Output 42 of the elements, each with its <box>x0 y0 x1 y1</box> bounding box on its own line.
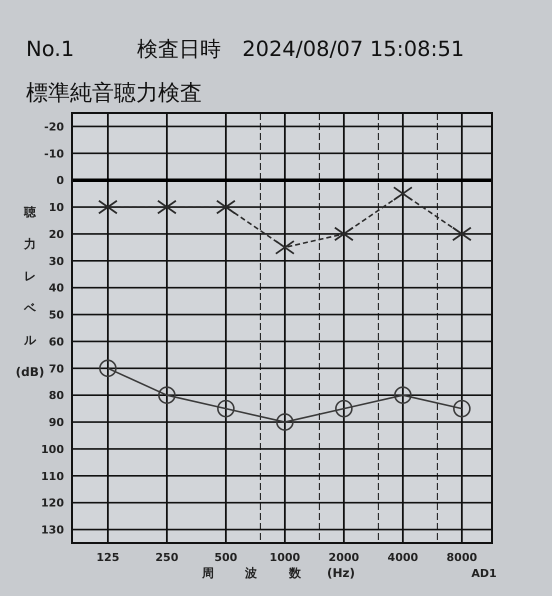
y-tick-label: 40 <box>48 282 64 295</box>
y-tick-label: 100 <box>41 442 64 456</box>
x-tick-label: 2000 <box>328 551 360 564</box>
point <box>99 360 117 378</box>
point <box>216 200 236 214</box>
y-tick-label: 30 <box>48 254 64 268</box>
point <box>394 386 412 404</box>
x-tick-label: 125 <box>96 551 120 564</box>
point <box>392 186 413 201</box>
point <box>335 400 353 418</box>
y-tick-label: 120 <box>41 496 64 510</box>
y-tick-label: 130 <box>41 524 64 537</box>
point <box>334 226 354 242</box>
y-tick-label: 20 <box>48 228 64 241</box>
point <box>156 200 177 214</box>
point <box>274 240 295 255</box>
y-tick-label: 70 <box>48 362 64 376</box>
text: 周波数 (Hz) <box>202 566 355 580</box>
point <box>452 226 472 242</box>
text: AD1 <box>471 567 497 580</box>
text: 聴力レベル(dB) <box>16 205 44 379</box>
y-tick-label: 110 <box>41 470 64 483</box>
point <box>276 413 294 431</box>
x-tick-label: 250 <box>155 551 179 564</box>
x-tick-label: 1000 <box>270 551 301 564</box>
x-tick-label: 4000 <box>388 551 419 564</box>
y-tick-label: 90 <box>48 416 64 430</box>
y-tick-label: 50 <box>48 308 64 322</box>
point <box>217 400 235 418</box>
chart-subtitle: No.1 検査日時 2024/08/07 15:08:51 <box>26 37 464 61</box>
point <box>158 386 176 404</box>
y-tick-label: 60 <box>48 335 64 348</box>
x-tick-label: 8000 <box>446 551 478 564</box>
x-tick-label: 500 <box>214 551 238 564</box>
chart-title: 標準純音聴力検査 <box>26 81 202 106</box>
y-tick-label: -10 <box>44 147 64 160</box>
point <box>98 200 118 214</box>
point <box>453 400 471 418</box>
y-tick-label: 80 <box>48 389 64 402</box>
y-tick-label: 10 <box>48 201 64 214</box>
y-tick-label: -20 <box>44 120 64 134</box>
y-tick-label: 0 <box>56 174 64 188</box>
